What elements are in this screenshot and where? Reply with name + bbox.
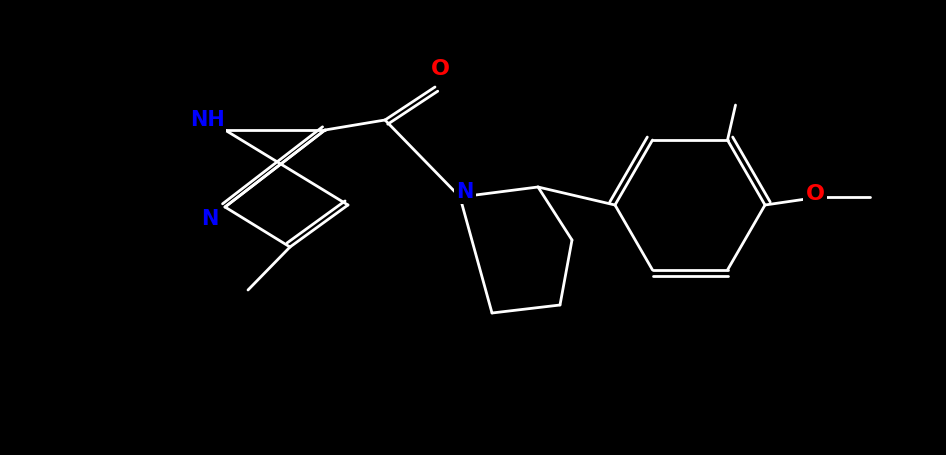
Text: O: O bbox=[430, 59, 449, 79]
Text: N: N bbox=[201, 209, 219, 229]
Text: N: N bbox=[456, 182, 474, 202]
Text: O: O bbox=[805, 184, 825, 204]
Text: NH: NH bbox=[189, 110, 224, 130]
